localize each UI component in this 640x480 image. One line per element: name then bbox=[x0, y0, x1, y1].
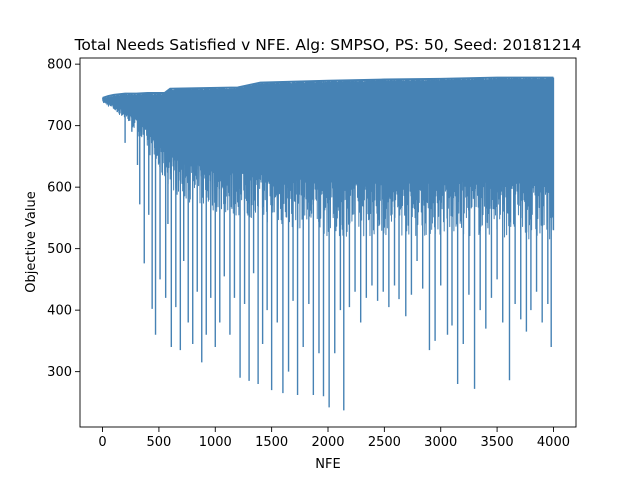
series-upper-envelope bbox=[102, 76, 554, 99]
x-axis-title: NFE bbox=[315, 457, 340, 472]
y-axis: 300 400 500 600 700 800 bbox=[47, 58, 80, 380]
y-tick-label: 800 bbox=[47, 58, 72, 73]
y-tick-label: 600 bbox=[47, 181, 72, 196]
x-tick-label: 4000 bbox=[537, 435, 570, 450]
chart-title: Total Needs Satisfied v NFE. Alg: SMPSO,… bbox=[74, 36, 582, 54]
plot-area bbox=[102, 76, 555, 411]
x-tick-label: 3000 bbox=[424, 435, 457, 450]
y-tick-label: 700 bbox=[47, 119, 72, 134]
x-tick-label: 1500 bbox=[255, 435, 288, 450]
x-tick-label: 3500 bbox=[481, 435, 514, 450]
y-tick-label: 400 bbox=[47, 304, 72, 319]
series-trace bbox=[102, 77, 554, 243]
x-tick-label: 1000 bbox=[199, 435, 232, 450]
y-axis-title: Objective Value bbox=[24, 191, 39, 292]
x-tick-label: 2000 bbox=[311, 435, 344, 450]
x-tick-label: 0 bbox=[98, 435, 106, 450]
y-tick-label: 300 bbox=[47, 365, 72, 380]
x-axis: 0 500 1000 1500 2000 2500 3000 3500 4000 bbox=[98, 427, 570, 450]
x-tick-label: 2500 bbox=[368, 435, 401, 450]
x-tick-label: 500 bbox=[146, 435, 171, 450]
y-tick-label: 500 bbox=[47, 242, 72, 257]
